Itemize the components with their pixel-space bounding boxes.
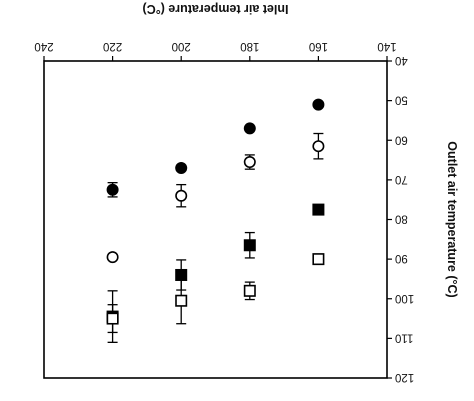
y-tick-label: 40: [395, 54, 408, 66]
x-tick-label: 140: [377, 40, 396, 52]
data-marks: [106, 98, 325, 343]
plot-area-frame: [43, 60, 388, 379]
open-square-point: [312, 253, 325, 266]
filled-circle-point: [175, 161, 188, 174]
open-square-point: [106, 312, 119, 325]
y-tick-label: 50: [395, 94, 408, 106]
open-square-point: [243, 284, 256, 297]
x-axis-ticks: 140 160 180 200 220 240: [34, 40, 397, 61]
y-tick-label: 70: [395, 173, 408, 185]
open-circle-point: [175, 189, 188, 202]
open-circle-point: [106, 251, 119, 264]
filled-circle-point: [106, 183, 119, 196]
y-tick-label: 90: [395, 252, 408, 264]
open-circle-point: [243, 156, 256, 169]
filled-square-point: [243, 239, 256, 252]
y-tick-label: 80: [395, 213, 408, 225]
filled-circle-point: [243, 122, 256, 135]
filled-circle-point: [312, 98, 325, 111]
x-tick-label: 180: [240, 40, 259, 52]
open-square-point: [175, 294, 188, 307]
filled-square-point: [312, 203, 325, 216]
rotated-plot-layer: 140 160 180 200 220 240 40 50 60 70 80 90 100 110 120…: [34, 2, 459, 383]
y-tick-label: 120: [395, 371, 414, 383]
x-tick-label: 200: [172, 40, 191, 52]
y-tick-label: 110: [395, 331, 413, 343]
y-axis-ticks: 40 50 60 70 80 90 100 110 120: [387, 54, 414, 383]
x-tick-label: 160: [309, 40, 328, 52]
open-circle-point: [312, 140, 325, 153]
y-axis-title: Outlet air temperature (°C): [445, 141, 459, 297]
y-tick-label: 60: [395, 133, 408, 145]
x-tick-label: 240: [34, 40, 53, 52]
y-tick-label: 100: [395, 292, 414, 304]
x-tick-label: 220: [103, 40, 122, 52]
x-axis-title: Inlet air temperature (°C): [142, 2, 288, 16]
